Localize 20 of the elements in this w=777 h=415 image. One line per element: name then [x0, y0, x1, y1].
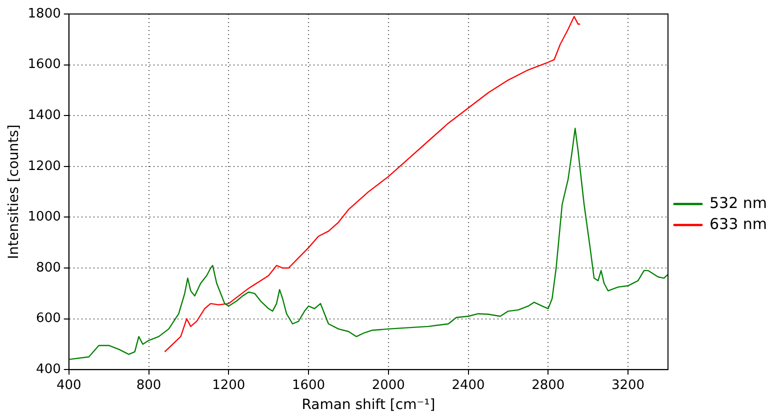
y-tick-label: 800 [36, 260, 61, 276]
y-tick-label: 1600 [28, 57, 61, 72]
legend-label: 633 nm [709, 214, 768, 233]
y-axis-title: Intensities [counts] [6, 124, 22, 260]
x-tick-label: 2800 [532, 378, 565, 393]
x-axis-title: Raman shift [cm⁻¹] [302, 397, 436, 414]
x-tick-label: 1600 [292, 378, 326, 393]
y-tick-label: 1000 [28, 210, 61, 225]
x-tick-label: 800 [136, 378, 162, 393]
y-tick-label: 600 [36, 311, 61, 326]
x-tick-label: 2000 [372, 378, 405, 393]
y-tick-label: 1800 [28, 6, 61, 22]
y-tick-label: 1400 [28, 108, 61, 123]
x-tick-label: 2400 [452, 378, 485, 393]
y-tick-label: 1200 [28, 158, 61, 174]
x-tick-label: 3200 [611, 378, 645, 393]
y-tick-label: 400 [36, 362, 61, 377]
x-tick-label: 1200 [212, 378, 246, 393]
legend-label: 532 nm [709, 194, 768, 212]
x-tick-label: 400 [56, 378, 82, 393]
